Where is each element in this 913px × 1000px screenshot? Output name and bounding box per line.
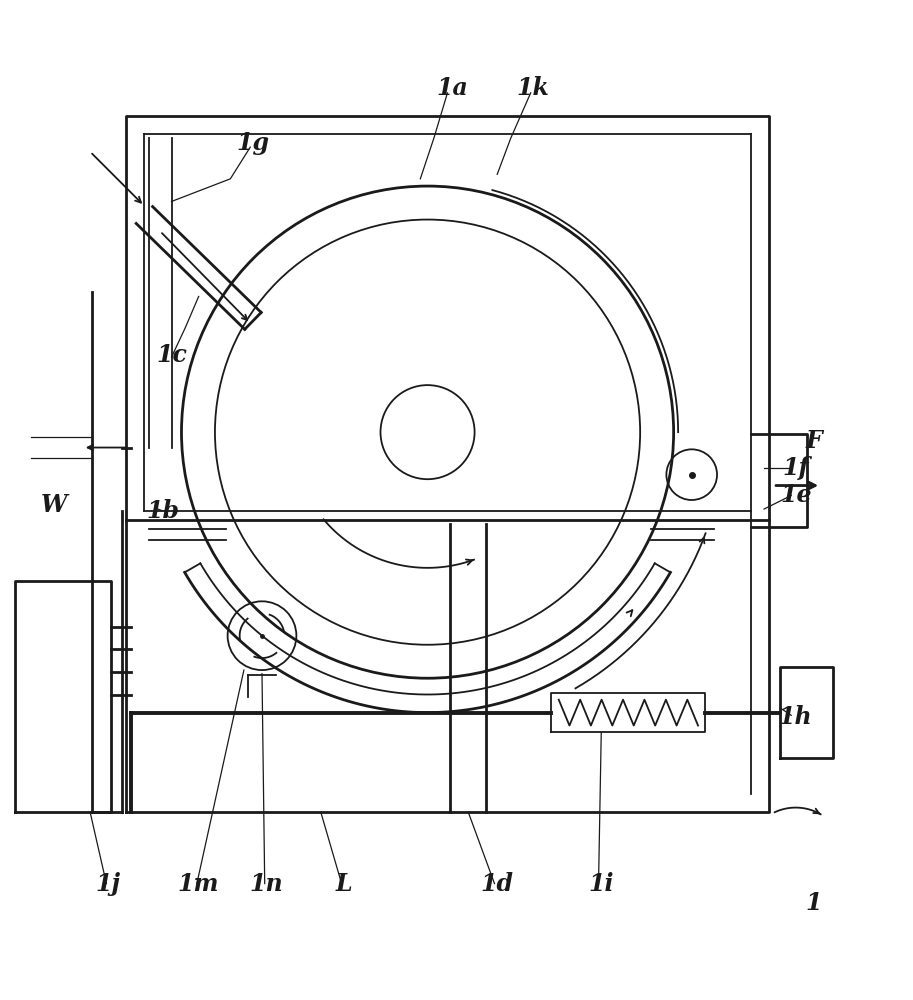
Text: F: F bbox=[805, 429, 823, 453]
Text: 1i: 1i bbox=[589, 872, 614, 896]
Text: 1f: 1f bbox=[782, 456, 809, 480]
Text: 1c: 1c bbox=[156, 343, 187, 367]
Text: 1j: 1j bbox=[96, 872, 121, 896]
Text: 1d: 1d bbox=[481, 872, 514, 896]
Text: 1b: 1b bbox=[146, 499, 179, 523]
Text: 1n: 1n bbox=[250, 872, 283, 896]
Text: 1m: 1m bbox=[178, 872, 219, 896]
Text: L: L bbox=[335, 872, 352, 896]
Text: 1g: 1g bbox=[236, 131, 269, 155]
Text: 1k: 1k bbox=[517, 76, 550, 100]
Text: 1a: 1a bbox=[436, 76, 467, 100]
Text: 1h: 1h bbox=[779, 705, 813, 729]
Text: W: W bbox=[41, 493, 68, 517]
Text: 1e: 1e bbox=[780, 483, 812, 507]
Text: 1: 1 bbox=[805, 891, 822, 915]
